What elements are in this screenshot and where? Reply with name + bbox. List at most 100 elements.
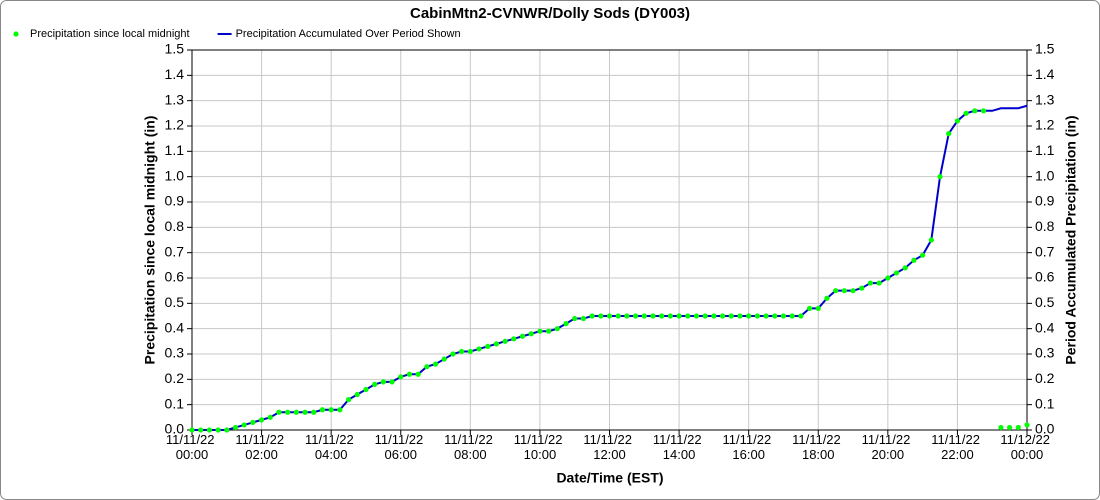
y-tick-label: 0.8 <box>165 218 185 234</box>
y2-tick-label: 0.2 <box>1035 370 1055 386</box>
y-tick-label: 0.7 <box>165 243 185 259</box>
data-point <box>276 409 282 415</box>
data-point <box>589 313 595 319</box>
data-point <box>772 313 778 319</box>
x-tick-label: 11/11/22 20:00 <box>862 432 914 462</box>
data-point <box>328 407 334 413</box>
data-point <box>258 417 265 423</box>
y2-tick-label: 1.5 <box>1035 41 1055 57</box>
data-point <box>641 313 647 319</box>
data-point <box>319 407 326 413</box>
x-tick-label: 11/11/22 16:00 <box>723 432 775 462</box>
y2-tick-label: 0.9 <box>1035 193 1055 209</box>
data-point <box>241 422 247 428</box>
data-point <box>563 321 569 327</box>
data-point <box>467 348 473 355</box>
data-point <box>780 313 787 319</box>
data-point <box>841 288 847 294</box>
data-point <box>885 275 891 281</box>
data-point <box>398 374 404 380</box>
legend-label: Precipitation Accumulated Over Period Sh… <box>236 28 461 40</box>
data-point <box>406 371 413 377</box>
x-tick-label: 11/11/22 02:00 <box>235 432 287 462</box>
data-point <box>1024 422 1030 428</box>
data-point <box>311 409 317 415</box>
data-point <box>711 313 717 319</box>
data-point <box>824 295 830 301</box>
y2-tick-label: 1.1 <box>1035 142 1055 158</box>
data-point <box>598 313 604 319</box>
data-point <box>963 110 969 116</box>
data-point <box>632 313 639 319</box>
data-point <box>372 381 378 387</box>
chart-title: CabinMtn2-CVNWR/Dolly Sods (DY003) <box>410 5 690 22</box>
plot-border <box>191 49 1028 431</box>
data-point <box>859 285 865 291</box>
data-point <box>624 313 630 319</box>
data-point <box>954 118 961 124</box>
data-point <box>354 391 360 398</box>
data-point <box>606 313 613 319</box>
y2-tick-label: 1.4 <box>1035 66 1055 82</box>
x-tick-label: 11/11/22 04:00 <box>305 432 357 462</box>
data-point <box>389 379 395 385</box>
x-tick-label: 11/11/22 06:00 <box>375 432 427 462</box>
data-point <box>972 108 978 114</box>
y2-tick-label: 0.1 <box>1035 395 1055 411</box>
data-point <box>728 313 734 319</box>
data-point <box>432 361 439 367</box>
y-tick-label: 0.5 <box>165 294 185 310</box>
data-point <box>763 313 769 319</box>
y-tick-label: 0.4 <box>165 319 185 335</box>
data-point <box>667 313 673 319</box>
y2-tick-label: 0.4 <box>1035 319 1055 335</box>
y2-axis-label: Period Accumulated Precipitation (in) <box>1063 115 1079 364</box>
data-point <box>337 407 343 413</box>
data-point <box>980 108 987 114</box>
data-point <box>224 427 230 433</box>
data-point <box>928 237 934 243</box>
data-point <box>572 315 578 322</box>
y-tick-label: 1.3 <box>165 91 185 107</box>
data-point <box>676 313 682 319</box>
y2-tick-label: 1.0 <box>1035 167 1055 183</box>
x-tick-label: 11/11/22 08:00 <box>444 432 496 462</box>
y-tick-label: 1.5 <box>165 41 185 57</box>
y2-tick-label: 0.8 <box>1035 218 1055 234</box>
x-tick-label: 11/11/22 10:00 <box>514 432 566 462</box>
data-point <box>511 336 517 342</box>
y2-tick-label: 0.6 <box>1035 269 1055 285</box>
data-point <box>293 409 299 415</box>
data-point <box>685 313 691 319</box>
data-point <box>902 265 908 271</box>
y-tick-label: 0.2 <box>165 370 185 386</box>
x-tick-label: 11/11/22 18:00 <box>792 432 844 462</box>
x-tick-label: 11/11/22 14:00 <box>653 432 705 462</box>
y-tick-label: 0.3 <box>165 345 185 361</box>
data-point <box>867 280 874 286</box>
data-point <box>806 305 813 311</box>
data-point <box>250 419 256 425</box>
data-point <box>580 315 587 322</box>
data-point <box>833 288 839 294</box>
data-point <box>493 341 500 347</box>
data-point <box>189 427 195 433</box>
data-point <box>363 386 369 393</box>
y-tick-label: 1.2 <box>165 117 185 133</box>
data-point <box>267 414 273 420</box>
y-axis-label: Precipitation since local midnight (in) <box>142 116 158 365</box>
data-point <box>737 313 743 319</box>
y-tick-label: 0.9 <box>165 193 185 209</box>
y2-tick-label: 1.3 <box>1035 91 1055 107</box>
data-point <box>380 379 386 385</box>
data-point <box>450 351 456 357</box>
data-point <box>789 313 795 319</box>
y-tick-label: 1.4 <box>165 66 185 82</box>
data-point <box>215 427 221 433</box>
data-point <box>415 371 421 377</box>
x-tick-label: 11/11/22 22:00 <box>931 432 983 462</box>
data-point <box>441 356 447 362</box>
x-tick-label: 11/12/22 00:00 <box>1000 432 1053 462</box>
y-tick-label: 1.1 <box>165 142 185 158</box>
